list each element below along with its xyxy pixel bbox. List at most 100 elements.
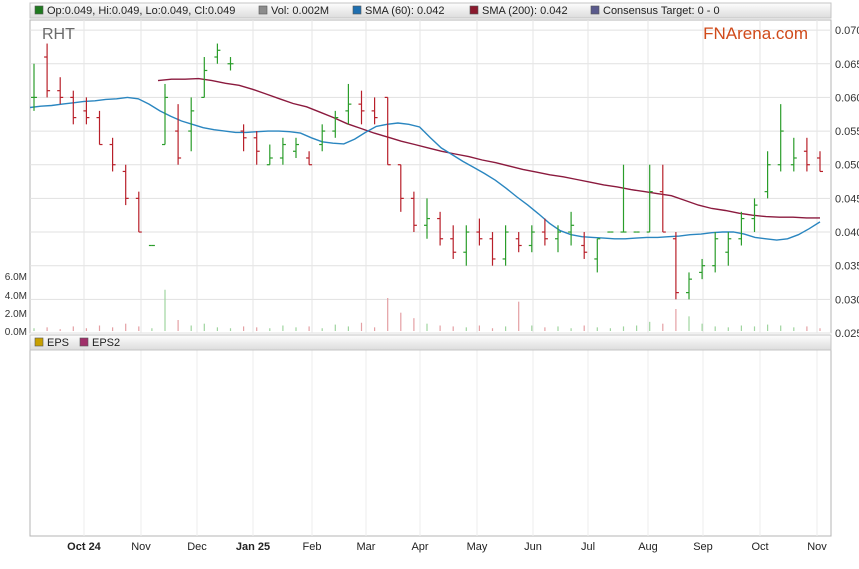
volume-bar	[439, 325, 441, 331]
eps-legend: EPS EPS2	[34, 337, 120, 349]
volume-bar	[46, 327, 48, 331]
volume-bar	[452, 326, 454, 331]
volume-bar	[360, 322, 363, 331]
volume-bar	[675, 309, 677, 331]
price-tick-label: 0.050	[835, 160, 859, 172]
ohlc-bar	[57, 77, 64, 105]
ohlc-bar	[646, 164, 653, 233]
ohlc-bar	[332, 110, 339, 138]
volume-bar	[321, 328, 323, 331]
legend-bar	[29, 2, 832, 19]
ohlc-bar	[109, 137, 116, 172]
date-tick-label: Mar	[357, 541, 376, 553]
volume-bar	[714, 326, 716, 331]
eps-legend-bar	[29, 334, 832, 351]
legend-swatch	[34, 5, 44, 15]
legend-item-label: SMA (60): 0.042	[365, 5, 445, 17]
volume-bar	[387, 298, 389, 331]
volume-bar	[806, 326, 808, 331]
volume-bar	[518, 301, 520, 331]
ohlc-bar	[345, 83, 352, 125]
ohlc-bar	[397, 164, 404, 212]
ohlc-bar	[253, 131, 260, 165]
ohlc-bar	[96, 110, 103, 146]
volume-bar	[33, 328, 35, 331]
date-tick-label: Nov	[807, 541, 827, 553]
volume-bar	[216, 327, 218, 331]
eps-legend-label: EPS2	[92, 337, 120, 349]
volume-bar	[203, 323, 205, 331]
ohlc-bar	[777, 104, 784, 172]
ohlc-bar	[70, 90, 77, 125]
price-panel	[29, 19, 832, 334]
price-tick-label: 0.035	[835, 261, 859, 273]
ticker-label: RHT	[42, 26, 75, 43]
ohlc-bar	[817, 151, 823, 173]
volume-bar	[727, 327, 729, 331]
legend-item-label: SMA (200): 0.042	[482, 5, 568, 17]
price-axis: 0.070 0.065 0.060 0.055 0.050 0.045 0.040 0.035…	[835, 25, 859, 340]
volume-bar	[400, 312, 402, 331]
ohlc-bar	[162, 83, 168, 146]
volume-bar	[72, 326, 74, 331]
date-tick-label: Jun	[524, 541, 542, 553]
volume-bar	[308, 326, 310, 331]
volume-bar	[138, 326, 140, 331]
ohlc-bar	[358, 90, 365, 125]
ohlc-bar	[214, 43, 221, 64]
ohlc-bar	[738, 211, 745, 246]
volume-bar	[570, 328, 572, 331]
price-tick-label: 0.040	[835, 227, 859, 239]
date-axis: Oct 24 Nov Dec Jan 25 Feb Mar Apr May Jun Jul Aug S…	[67, 541, 827, 553]
volume-bar	[282, 325, 284, 331]
volume-bar	[609, 328, 611, 331]
ohlc-bar	[175, 104, 182, 165]
volume-bar	[229, 328, 232, 331]
grid	[30, 20, 831, 536]
volume-bar	[125, 323, 127, 331]
ohlc-bar	[135, 191, 142, 233]
volume-bar	[426, 323, 428, 331]
ohlc-bar	[476, 218, 483, 246]
date-tick-label: May	[467, 541, 488, 553]
price-tick-label: 0.060	[835, 92, 859, 104]
volume-bar	[649, 321, 651, 331]
date-tick-label: Oct	[751, 541, 768, 553]
volume-bar	[98, 325, 101, 331]
volume-bar	[243, 326, 245, 331]
volume-bar	[622, 326, 625, 331]
ohlc-bar	[672, 232, 679, 300]
ohlc-bar	[620, 164, 627, 233]
date-tick-label: Jan 25	[236, 541, 270, 553]
volume-bar	[151, 328, 153, 331]
volume-bar	[583, 325, 585, 331]
volume-bar	[190, 325, 192, 331]
volume-tick-label: 0.0M	[5, 327, 27, 338]
volume-bar	[531, 325, 533, 331]
volume-bar	[413, 318, 415, 331]
volume-bar	[636, 325, 638, 331]
eps-panel	[29, 349, 832, 537]
legend-item-label: Op:0.049, Hi:0.049, Lo:0.049, Cl:0.049	[47, 5, 235, 17]
ohlc-bar	[659, 164, 666, 233]
volume-bar	[491, 328, 494, 331]
sma200-line	[157, 77, 820, 219]
ohlc-bar	[686, 272, 692, 300]
volume-bar	[256, 327, 258, 331]
eps-legend-swatch	[34, 337, 44, 347]
date-tick-label: Nov	[131, 541, 151, 553]
ohlc-bar	[502, 225, 509, 266]
legend-swatch	[469, 5, 479, 15]
ohlc-bar	[790, 137, 797, 172]
ohlc-bar	[594, 238, 601, 273]
brand-logo: FNArena.com	[703, 24, 808, 43]
ohlc-bar	[240, 124, 247, 152]
ohlc-bar	[31, 63, 37, 111]
date-tick-label: Feb	[303, 541, 322, 553]
volume-bar	[295, 327, 297, 331]
date-tick-label: Apr	[411, 541, 428, 553]
legend-swatch	[352, 5, 362, 15]
volume-bar	[478, 325, 480, 331]
ohlc-bar	[764, 151, 771, 199]
